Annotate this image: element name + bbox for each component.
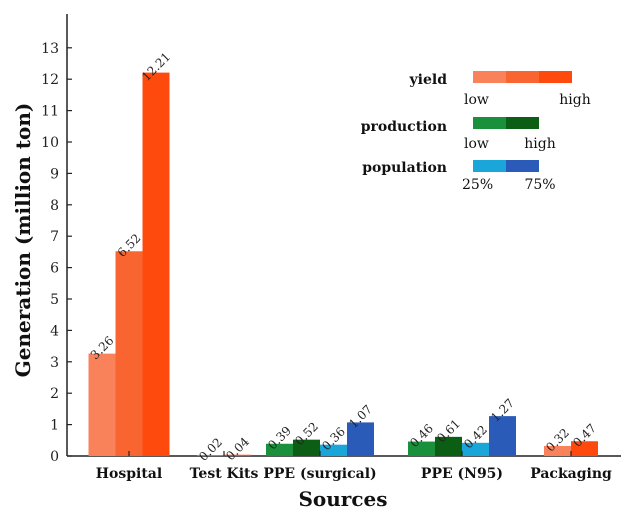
- x-tick-label: PPE (surgical): [263, 466, 376, 482]
- legend-swatch: [473, 71, 506, 83]
- y-tick-label: 1: [50, 418, 59, 434]
- legend-low-label: 25%: [462, 177, 493, 193]
- y-axis-title: Generation (million ton): [11, 103, 35, 378]
- data-label: 0.02: [196, 435, 225, 464]
- x-axis-title: Sources: [298, 487, 387, 511]
- legend-swatch: [506, 160, 539, 172]
- x-tick-label: Test Kits: [190, 466, 259, 482]
- y-tick-label: 10: [41, 135, 59, 151]
- y-tick-label: 13: [41, 41, 59, 57]
- y-tick-label: 6: [50, 261, 59, 277]
- bar: [462, 442, 489, 456]
- y-tick-label: 3: [50, 355, 59, 371]
- bar: [544, 445, 571, 456]
- bar: [347, 422, 374, 456]
- x-tick-label: Packaging: [530, 466, 612, 482]
- bar: [115, 251, 143, 456]
- data-label: 0.04: [223, 434, 252, 463]
- legend-high-label: high: [524, 136, 555, 152]
- bar: [408, 441, 435, 456]
- bar: [320, 444, 347, 456]
- legend-high-label: high: [559, 92, 590, 108]
- x-tick-label: PPE (N95): [421, 466, 503, 482]
- bar: [293, 439, 320, 456]
- legend-swatch: [506, 71, 539, 83]
- y-tick-label: 7: [50, 229, 59, 245]
- y-tick-label: 11: [41, 104, 59, 120]
- legend-high-label: 75%: [524, 177, 555, 193]
- legend-low-label: low: [464, 136, 489, 152]
- bar: [489, 416, 516, 456]
- y-tick-label: 8: [50, 198, 59, 214]
- legend-title: yield: [409, 72, 448, 88]
- legend-title: production: [361, 119, 447, 135]
- y-tick-label: 9: [50, 166, 59, 182]
- bar: [435, 436, 462, 456]
- y-tick-label: 0: [50, 449, 59, 465]
- y-tick-label: 4: [50, 323, 59, 339]
- bar: [142, 72, 170, 456]
- bar: [224, 454, 251, 456]
- bar: [197, 455, 224, 456]
- legend-swatch: [473, 160, 506, 172]
- bar: [266, 443, 293, 456]
- bar: [571, 441, 598, 456]
- y-tick-label: 12: [41, 72, 59, 88]
- y-tick-label: 2: [50, 386, 59, 402]
- legend-low-label: low: [464, 92, 489, 108]
- legend-swatch: [473, 117, 506, 129]
- legend-swatch: [539, 71, 572, 83]
- legend-title: population: [362, 160, 447, 176]
- y-tick-label: 5: [50, 292, 59, 308]
- x-tick-label: Hospital: [96, 466, 162, 482]
- bar: [88, 353, 116, 456]
- legend-swatch: [506, 117, 539, 129]
